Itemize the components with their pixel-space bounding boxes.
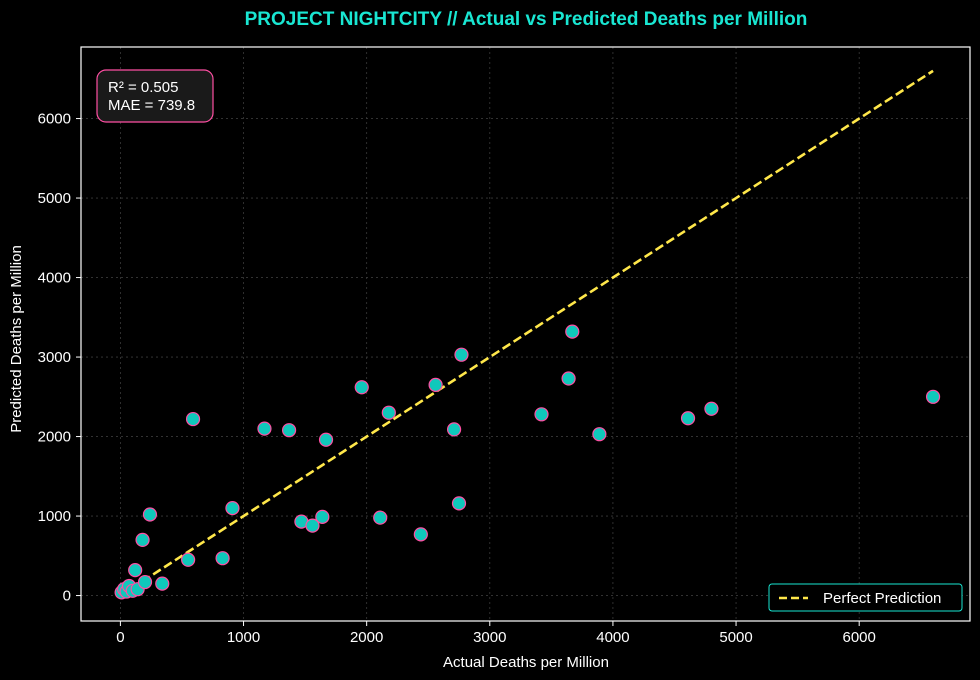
x-tick-label: 3000 [473, 629, 506, 646]
data-point [428, 377, 443, 392]
axes-frame [80, 46, 971, 622]
data-point [565, 324, 580, 339]
y-tick-label: 1000 [38, 508, 71, 525]
data-point [454, 347, 469, 362]
y-axis-ticks: 0 1000 2000 3000 4000 5000 6000 [38, 111, 81, 605]
data-point [142, 507, 158, 522]
x-tick-label: 5000 [719, 629, 752, 646]
x-tick-label: 6000 [842, 629, 875, 646]
x-tick-label: 1000 [227, 629, 260, 646]
y-tick-label: 0 [63, 588, 71, 605]
y-axis-label: Predicted Deaths per Million [8, 245, 25, 433]
mae-text: MAE = 739.8 [108, 97, 195, 114]
data-point [181, 552, 196, 567]
y-tick-label: 6000 [38, 111, 71, 128]
x-tick-label: 0 [116, 629, 124, 646]
y-tick-label: 5000 [38, 190, 71, 207]
plot-frame [80, 46, 971, 622]
data-point [155, 576, 170, 591]
data-point [381, 405, 396, 420]
data-point [128, 563, 143, 578]
legend-label: Perfect Prediction [823, 590, 941, 607]
legend-frame [768, 583, 963, 612]
x-tick-label: 4000 [596, 629, 629, 646]
y-tick-label: 4000 [38, 270, 71, 287]
data-point [215, 551, 230, 566]
y-tick-label: 3000 [38, 349, 71, 366]
data-point [257, 421, 272, 436]
stats-box-frame [96, 69, 214, 123]
chart-title: PROJECT NIGHTCITY // Actual vs Predicted… [245, 9, 808, 30]
perfect-prediction-layer [119, 69, 934, 597]
data-point [318, 432, 334, 447]
data-point [592, 427, 607, 442]
data-point [373, 510, 388, 525]
data-point [315, 509, 330, 524]
stats-box: R² = 0.505 MAE = 739.8 [96, 69, 214, 123]
data-point [354, 380, 369, 395]
r2-text: R² = 0.505 [108, 79, 178, 96]
data-point [225, 501, 240, 516]
x-axis-label: Actual Deaths per Million [443, 654, 609, 671]
data-point [137, 574, 153, 590]
y-tick-label: 2000 [38, 429, 71, 446]
data-point [561, 371, 576, 386]
data-point [680, 411, 696, 426]
data-point [925, 389, 941, 404]
legend: Perfect Prediction [768, 583, 963, 612]
x-axis-ticks: 0 1000 2000 3000 4000 5000 6000 [116, 621, 876, 646]
data-point [135, 532, 150, 548]
data-point [413, 527, 428, 542]
data-point [281, 423, 297, 438]
x-tick-label: 2000 [350, 629, 383, 646]
data-point [451, 496, 467, 511]
data-point [534, 407, 549, 422]
perfect-prediction-line [119, 69, 934, 597]
data-point [446, 422, 462, 437]
data-point [704, 401, 719, 416]
data-point [305, 518, 320, 533]
data-point [185, 411, 201, 427]
data-points [114, 324, 941, 600]
